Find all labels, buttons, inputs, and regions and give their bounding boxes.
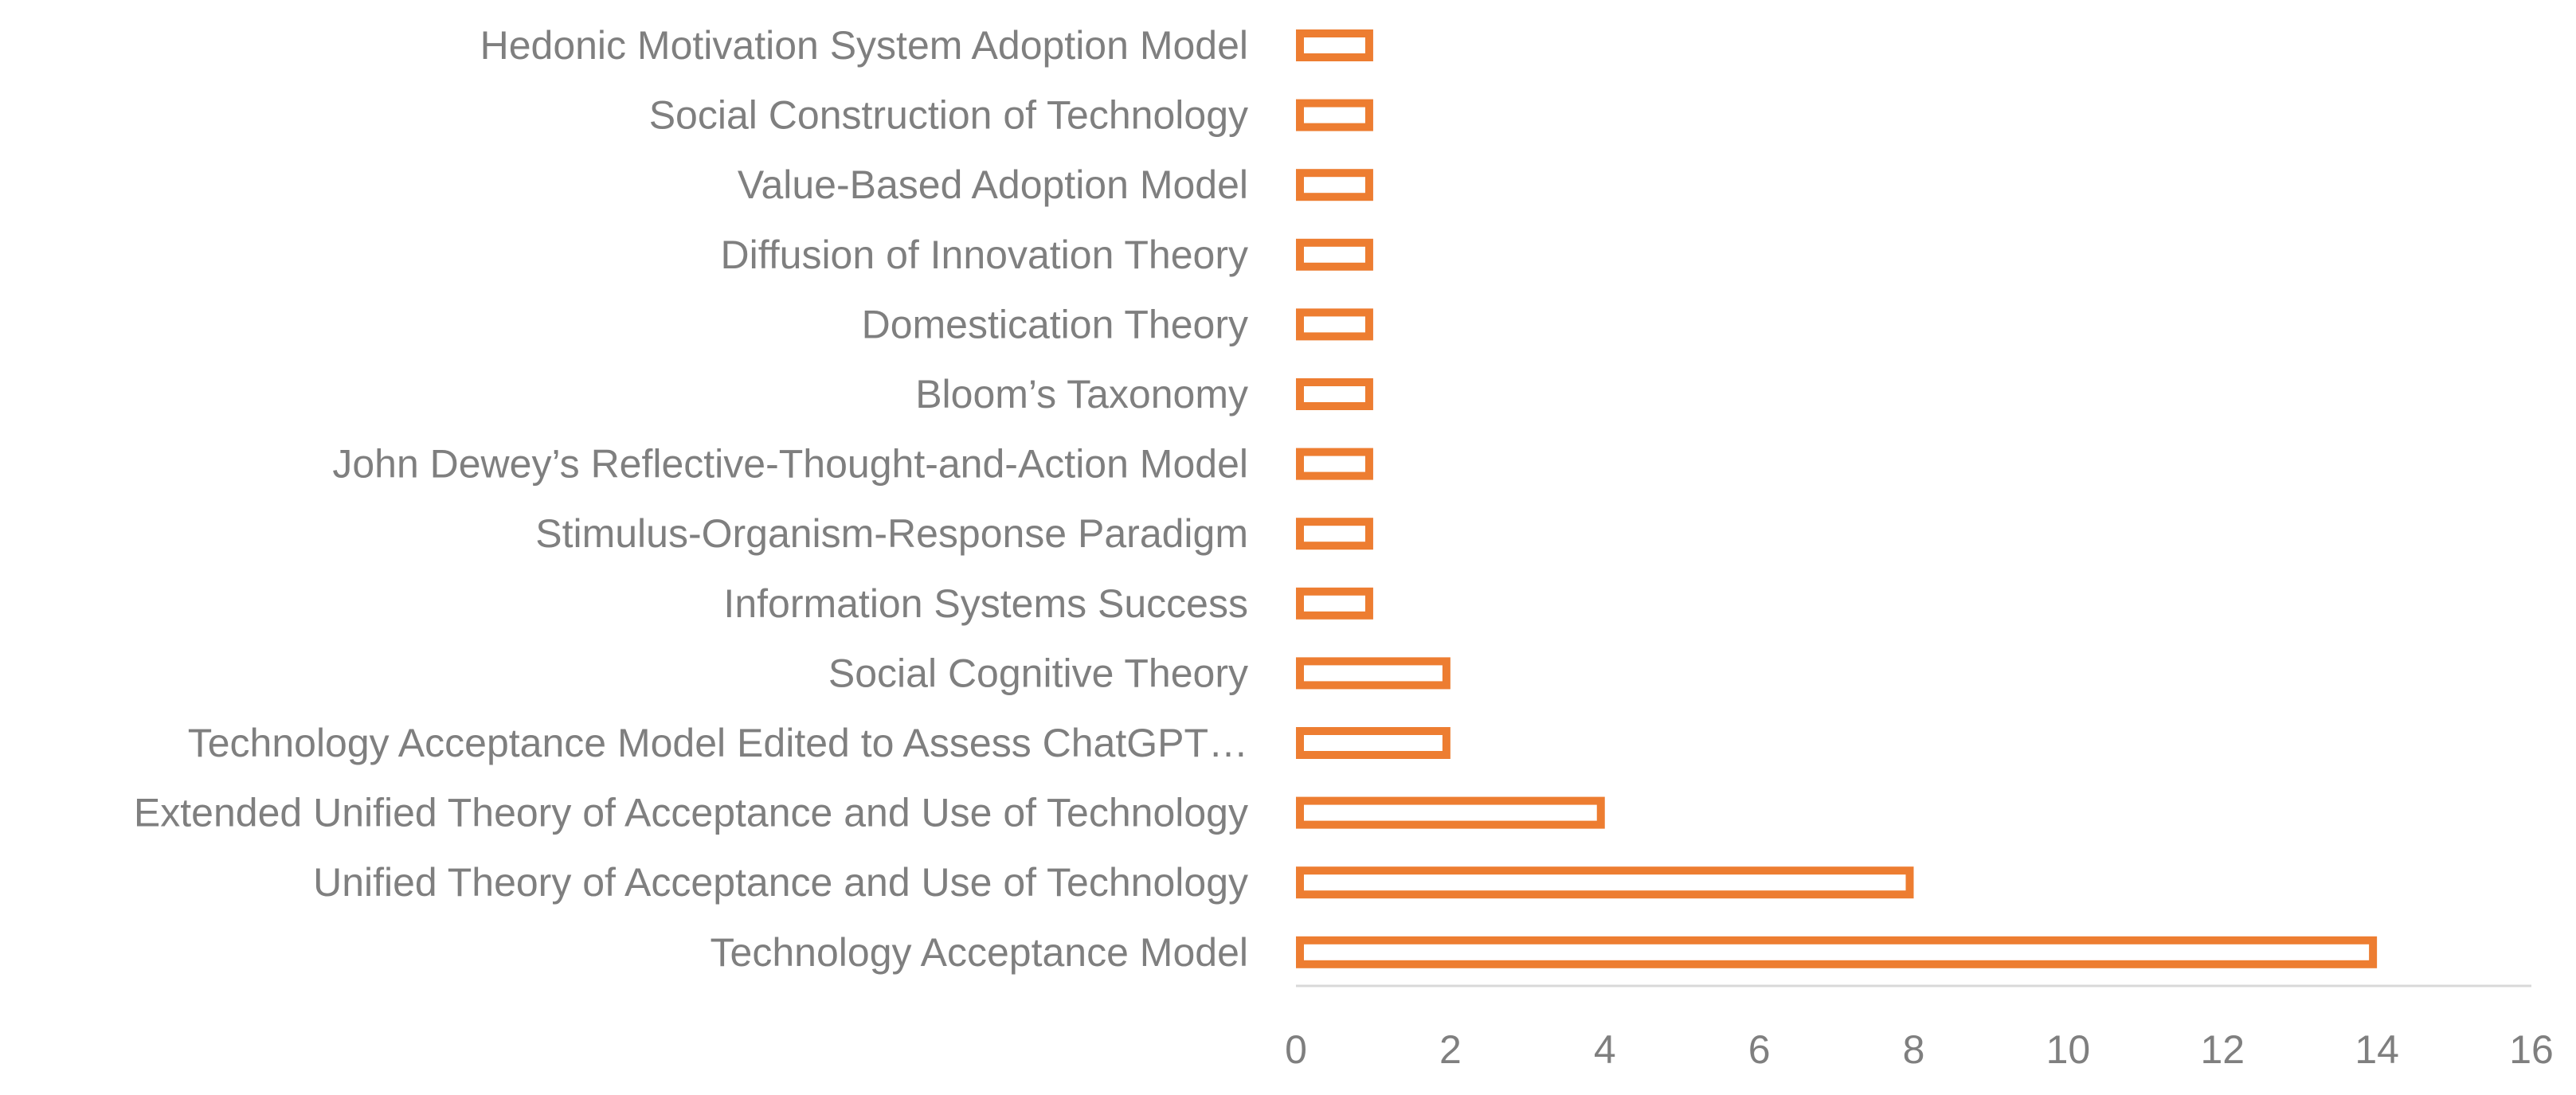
bar [1296,727,1450,759]
x-tick-label: 8 [1903,1027,1925,1072]
category-label: Information Systems Success [723,581,1248,626]
category-label: Stimulus-Organism-Response Paradigm [535,511,1248,556]
bar [1296,518,1373,550]
x-tick-label: 10 [2046,1027,2091,1072]
category-label: Extended Unified Theory of Acceptance an… [134,791,1248,835]
category-label: John Dewey’s Reflective-Thought-and-Acti… [332,442,1248,487]
bar [1296,866,1914,899]
bar [1296,99,1373,131]
bar [1296,29,1373,61]
bar [1296,169,1373,201]
bar [1296,587,1373,620]
category-label: Bloom’s Taxonomy [915,372,1248,416]
x-tick-label: 2 [1439,1027,1462,1072]
category-labels: Hedonic Motivation System Adoption Model… [134,23,1248,975]
bar [1296,936,2378,968]
x-tick-label: 4 [1594,1027,1616,1072]
category-label: Technology Acceptance Model Edited to As… [188,721,1248,765]
bar [1296,238,1373,271]
x-tick-label: 0 [1285,1027,1307,1072]
bars-group [1296,29,2378,968]
x-tick-labels: 0 2 4 6 8 10 12 14 16 [1285,1027,2554,1072]
x-tick-label: 6 [1748,1027,1771,1072]
category-label: Social Cognitive Theory [828,651,1248,695]
bar [1296,448,1373,480]
x-tick-label: 12 [2200,1027,2245,1072]
bar [1296,657,1450,690]
category-label: Value-Based Adoption Model [738,162,1248,207]
category-label: Diffusion of Innovation Theory [721,233,1248,277]
bar [1296,308,1373,341]
x-tick-label: 14 [2355,1027,2399,1072]
x-tick-label: 16 [2509,1027,2554,1072]
bar [1296,378,1373,410]
category-label: Unified Theory of Acceptance and Use of … [313,860,1248,905]
bar [1296,796,1605,829]
category-label: Social Construction of Technology [649,93,1248,138]
category-label: Hedonic Motivation System Adoption Model [480,23,1248,68]
category-label: Technology Acceptance Model [711,930,1248,975]
category-label: Domestication Theory [862,302,1248,346]
